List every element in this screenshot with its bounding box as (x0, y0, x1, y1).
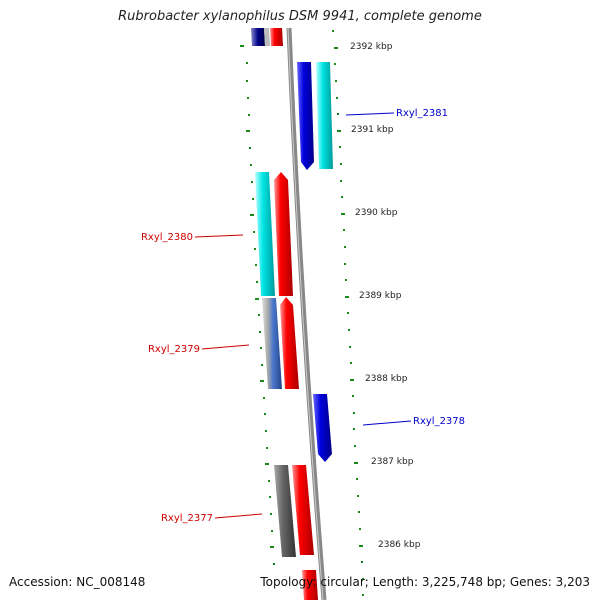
inner-tick-marks (240, 45, 275, 565)
label-line-2378 (362, 420, 412, 426)
label-line-2379 (201, 344, 250, 350)
label-line-2380 (194, 234, 244, 238)
gene-top-navy[interactable] (251, 28, 265, 46)
gene-red-2377[interactable] (292, 465, 314, 555)
kbp-label-2390: 2390 kbp (355, 208, 398, 218)
gene-rxyl-2378[interactable] (313, 394, 332, 462)
gene-rxyl-2380[interactable] (255, 172, 275, 296)
genome-title: Rubrobacter xylanophilus DSM 9941, compl… (118, 9, 482, 24)
accession-text: Accession: NC_008148 (9, 575, 146, 589)
gene-blue-2381[interactable] (297, 62, 314, 170)
gene-label-rxyl-2378[interactable]: Rxyl_2378 (413, 416, 465, 427)
label-line-2377 (214, 513, 263, 519)
gene-top-gray[interactable] (264, 28, 270, 46)
gene-rxyl-2381[interactable] (316, 62, 333, 169)
gene-label-rxyl-2380[interactable]: Rxyl_2380 (141, 232, 193, 243)
genome-backbone (286, 27, 327, 600)
gene-rxyl-2377[interactable] (274, 465, 296, 557)
kbp-label-2392: 2392 kbp (350, 42, 393, 52)
gene-label-rxyl-2377[interactable]: Rxyl_2377 (161, 513, 213, 524)
gene-rxyl-2379[interactable] (262, 298, 282, 389)
gene-red-2380[interactable] (274, 172, 293, 296)
outer-tick-marks (332, 30, 364, 596)
gene-label-rxyl-2381[interactable]: Rxyl_2381 (396, 108, 448, 119)
gene-label-rxyl-2379[interactable]: Rxyl_2379 (148, 344, 200, 355)
kbp-label-2391: 2391 kbp (351, 125, 394, 135)
gene-red-2379[interactable] (280, 297, 299, 389)
kbp-label-2389: 2389 kbp (359, 291, 402, 301)
kbp-label-2387: 2387 kbp (371, 457, 414, 467)
gene-bottom-red[interactable] (302, 570, 318, 600)
label-line-2381 (345, 112, 395, 116)
kbp-label-2388: 2388 kbp (365, 374, 408, 384)
gene-top-red[interactable] (270, 28, 283, 46)
topology-text: Topology: circular; Length: 3,225,748 bp… (260, 575, 590, 589)
kbp-label-2386: 2386 kbp (378, 540, 421, 550)
